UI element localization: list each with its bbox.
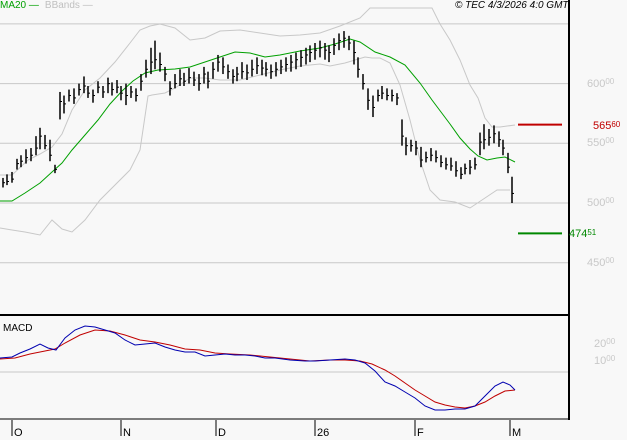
price-tick-label: 60000 bbox=[587, 76, 615, 90]
x-label: D bbox=[218, 427, 226, 439]
macd-tick-label: 2000 bbox=[594, 337, 616, 350]
support-level-label: 47451 bbox=[569, 228, 597, 241]
price-tick-label: 55000 bbox=[587, 136, 615, 150]
ma20-line bbox=[0, 38, 516, 202]
macd-panel bbox=[0, 325, 569, 411]
bollinger-bands bbox=[0, 7, 516, 236]
chart-frame bbox=[0, 0, 570, 420]
x-axis-ticks bbox=[11, 420, 511, 436]
x-label: 26 bbox=[317, 427, 330, 439]
ohlc-bars bbox=[2, 31, 514, 203]
level-lines bbox=[518, 123, 562, 235]
x-label: O bbox=[14, 427, 23, 439]
legend-bbands: BBands — bbox=[44, 0, 93, 11]
macd-label: MACD bbox=[3, 323, 33, 334]
legend-ma20: MA20 — bbox=[0, 0, 39, 11]
resistance-level-label: 56560 bbox=[593, 119, 621, 132]
x-label: M bbox=[512, 427, 522, 439]
price-tick-label: 45000 bbox=[587, 255, 615, 269]
x-label: F bbox=[417, 427, 424, 439]
price-tick-label: 50000 bbox=[587, 196, 615, 209]
macd-tick-label: 1000 bbox=[594, 354, 616, 367]
copyright-text: © TEC 4/3/2026 4:0 GMT bbox=[455, 0, 569, 11]
x-label: N bbox=[123, 427, 131, 439]
legend: MA20 — BBands — bbox=[0, 0, 93, 11]
grid-lines bbox=[0, 23, 569, 264]
